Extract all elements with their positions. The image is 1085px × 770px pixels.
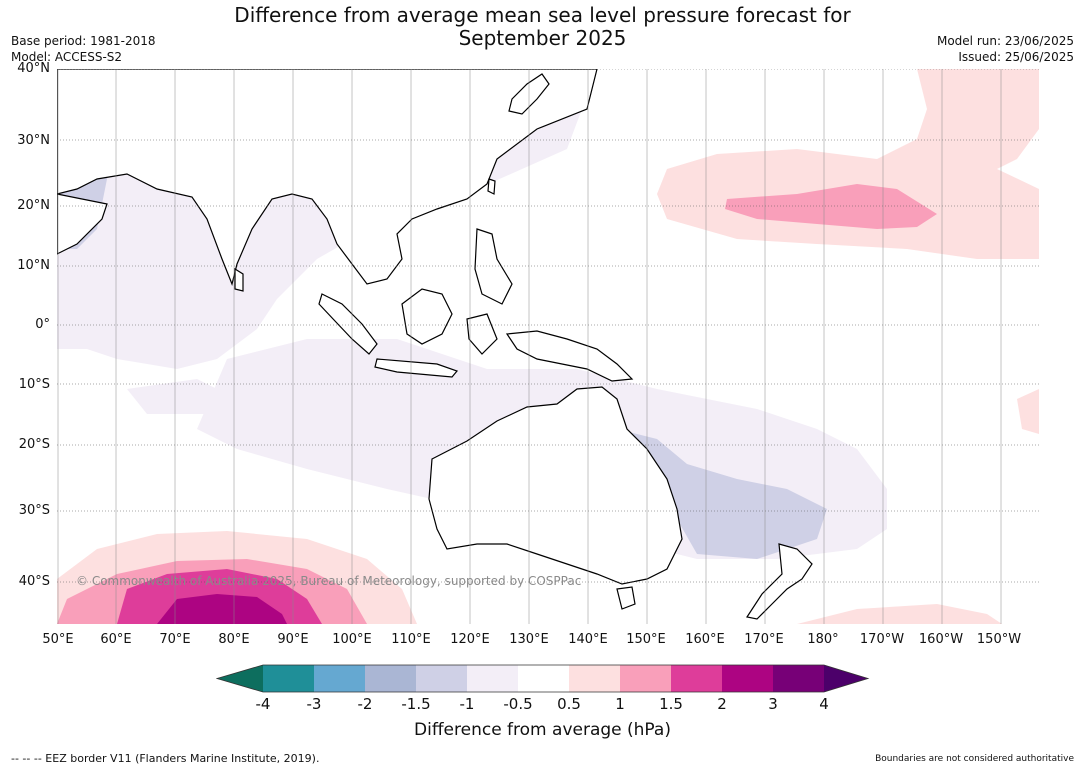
lat-label-10n: 10°N — [17, 258, 50, 273]
colorbar-segment — [722, 665, 773, 692]
colorbar-arrow-high — [824, 665, 868, 692]
lat-label-40n: 40°N — [17, 61, 50, 76]
colorbar-segment — [467, 665, 518, 692]
colorbar-segment — [569, 665, 620, 692]
colorbar-tick: 0.5 — [557, 695, 581, 713]
colorbar-segment — [671, 665, 722, 692]
lon-label-150w: 150°W — [976, 632, 1022, 647]
lon-label-140e: 140°E — [568, 632, 608, 647]
lon-label-180: 180° — [807, 632, 839, 647]
lat-label-40s: 40°S — [18, 574, 50, 589]
anomaly-band-pos05-se — [797, 604, 1002, 624]
coast-java — [374, 358, 459, 378]
colorbar-segment — [416, 665, 467, 692]
lon-label-160e: 160°E — [685, 632, 725, 647]
anomaly-band-pos1-pacific — [725, 184, 937, 229]
lat-label-0: 0° — [35, 317, 50, 332]
colorbar-tick: 2 — [717, 695, 727, 713]
coast-tasmania — [616, 586, 636, 610]
colorbar-segment — [518, 665, 569, 692]
colorbar-tick: -2 — [357, 695, 373, 713]
coast-asia — [57, 69, 598, 286]
title-line-1: Difference from average mean sea level p… — [234, 3, 851, 27]
copyright-notice: © Commonwealth of Australia 2025, Bureau… — [76, 574, 582, 588]
lon-label-100e: 100°E — [332, 632, 372, 647]
colorbar-tick: -3 — [306, 695, 322, 713]
anomaly-band-neg05-2 — [127, 379, 237, 414]
anomaly-band-pos05-east — [1017, 389, 1039, 434]
model-run: Model run: 23/06/2025 — [936, 34, 1074, 48]
colorbar-tick: 1.5 — [659, 695, 683, 713]
colorbar — [216, 664, 870, 693]
anomaly-band-neg1-tasman — [617, 429, 827, 559]
coast-philippines — [474, 228, 513, 305]
colorbar-arrow-low — [217, 665, 263, 692]
colorbar-tick: -4 — [255, 695, 271, 713]
lon-label-80e: 80°E — [218, 632, 250, 647]
coast-sri-lanka — [234, 267, 244, 292]
colorbar-tick: 4 — [819, 695, 829, 713]
eez-border-note: -- -- -- EEZ border V11 (Flanders Marine… — [11, 752, 320, 765]
lon-label-170e: 170°E — [744, 632, 784, 647]
base-period: Base period: 1981-2018 — [11, 34, 156, 48]
map-plot — [57, 69, 1039, 624]
coast-australia — [428, 386, 683, 585]
meta-right: Model run: 23/06/2025 Issued: 25/06/2025 — [937, 33, 1074, 65]
colorbar-segment — [263, 665, 314, 692]
coast-new-guinea — [505, 330, 634, 382]
lon-label-110e: 110°E — [391, 632, 431, 647]
lon-label-90e: 90°E — [277, 632, 309, 647]
colorbar-tick: 3 — [768, 695, 778, 713]
colorbar-segment — [620, 665, 671, 692]
colorbar-segment — [773, 665, 824, 692]
lon-label-130e: 130°E — [509, 632, 549, 647]
lon-label-50e: 50°E — [42, 632, 74, 647]
coast-taiwan — [487, 178, 496, 195]
anomaly-band-pos2-south — [157, 594, 287, 624]
issued-date: Issued: 25/06/2025 — [958, 50, 1074, 64]
lon-label-160w: 160°W — [918, 632, 964, 647]
lat-label-10s: 10°S — [18, 377, 50, 392]
coast-sulawesi — [466, 313, 498, 355]
coast-arabia — [57, 193, 108, 255]
colorbar-segment — [365, 665, 416, 692]
chart-title: Difference from average mean sea level p… — [0, 4, 1085, 50]
colorbar-tick: -0.5 — [503, 695, 533, 713]
title-line-2: September 2025 — [458, 26, 627, 50]
model-name: Model: ACCESS-S2 — [11, 50, 123, 64]
lat-label-20s: 20°S — [18, 437, 50, 452]
lon-label-70e: 70°E — [159, 632, 191, 647]
colorbar-label: Difference from average (hPa) — [414, 720, 671, 740]
colorbar-segment — [314, 665, 365, 692]
lat-label-30s: 30°S — [18, 503, 50, 518]
meridians — [57, 69, 1002, 624]
meta-left: Base period: 1981-2018 Model: ACCESS-S2 — [11, 33, 156, 65]
colorbar-tick: -1 — [459, 695, 475, 713]
coastlines — [57, 69, 813, 620]
colorbar-outline — [216, 664, 870, 693]
coast-sumatra — [318, 293, 378, 355]
boundaries-disclaimer: Boundaries are not considered authoritat… — [875, 754, 1074, 764]
lon-label-120e: 120°E — [450, 632, 490, 647]
colorbar-tick: 1 — [615, 695, 625, 713]
lon-label-60e: 60°E — [100, 632, 132, 647]
lat-label-30n: 30°N — [17, 133, 50, 148]
coast-borneo — [401, 288, 453, 345]
lon-label-170w: 170°W — [859, 632, 905, 647]
colorbar-tick: -1.5 — [401, 695, 431, 713]
coast-new-zealand — [746, 543, 813, 620]
lon-label-150e: 150°E — [626, 632, 666, 647]
lat-label-20n: 20°N — [17, 198, 50, 213]
